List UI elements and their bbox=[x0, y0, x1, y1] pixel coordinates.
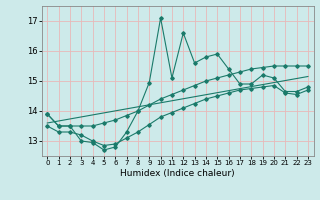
X-axis label: Humidex (Indice chaleur): Humidex (Indice chaleur) bbox=[120, 169, 235, 178]
